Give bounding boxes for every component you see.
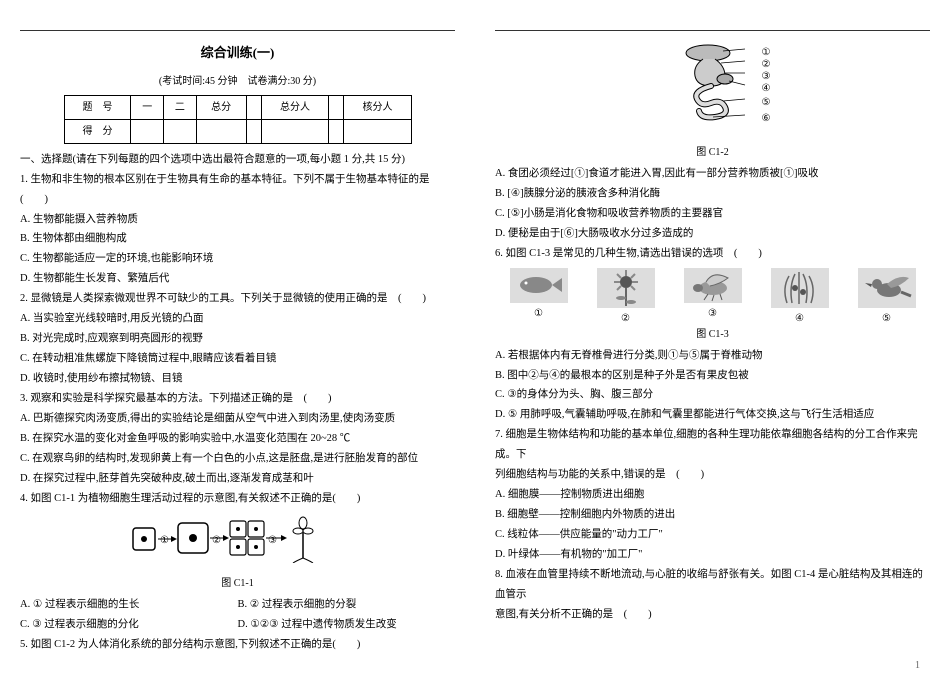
th-scorer: 总分人 bbox=[262, 95, 329, 119]
svg-text:②: ② bbox=[212, 535, 221, 546]
q5-stem: 5. 如图 C1-2 为人体消化系统的部分结构示意图,下列叙述不正确的是( ) bbox=[20, 635, 455, 655]
exam-title: 综合训练(一) bbox=[20, 41, 455, 66]
q1-stem: 1. 生物和非生物的根本区别在于生物具有生命的基本特征。下列不属于生物基本特征的… bbox=[20, 170, 455, 210]
q1-B: B. 生物体都由细胞构成 bbox=[20, 229, 455, 249]
page-number: 1 bbox=[915, 656, 920, 675]
td-score: 得 分 bbox=[64, 119, 131, 143]
q7-stem-b: 列细胞结构与功能的关系中,错误的是 ( ) bbox=[495, 465, 930, 485]
figure-c1-3-label: 图 C1-3 bbox=[495, 325, 930, 344]
q6-stem: 6. 如图 C1-3 是常见的几种生物,请选出错误的选项 ( ) bbox=[495, 244, 930, 264]
org-num-3: ③ bbox=[708, 304, 717, 323]
q1-C: C. 生物都能适应一定的环境,也能影响环境 bbox=[20, 249, 455, 269]
section-1-heading: 一、选择题(请在下列每题的四个选项中选出最符合题意的一项,每小题 1 分,共 1… bbox=[20, 150, 455, 170]
figure-c1-2-label: 图 C1-2 bbox=[495, 143, 930, 162]
figure-c1-3: ① ② ③ ④ bbox=[495, 268, 930, 323]
th-2: 二 bbox=[164, 95, 197, 119]
q8-stem-a: 8. 血液在血管里持续不断地流动,与心脏的收缩与舒张有关。如图 C1-4 是心脏… bbox=[495, 565, 930, 605]
th-num: 题 号 bbox=[64, 95, 131, 119]
org-num-1: ① bbox=[534, 304, 543, 323]
q8-stem-b: 意图,有关分析不正确的是 ( ) bbox=[495, 605, 930, 625]
q2-stem: 2. 显微镜是人类探索微观世界不可缺少的工具。下列关于显微镜的使用正确的是 ( … bbox=[20, 289, 455, 309]
figure-c1-1: ① ② ③ bbox=[20, 513, 455, 571]
svg-text:③: ③ bbox=[268, 535, 277, 546]
figure-c1-2: ① ② ③ ④ ⑤ ⑥ bbox=[495, 41, 930, 139]
q4-C: C. ③ 过程表示细胞的分化 bbox=[20, 615, 238, 635]
th-checker: 核分人 bbox=[344, 95, 411, 119]
q3-D: D. 在探究过程中,胚芽首先突破种皮,破土而出,逐渐发育成茎和叶 bbox=[20, 469, 455, 489]
q5-A: A. 食团必须经过[①]食道才能进入胃,因此有一部分营养物质被[①]吸收 bbox=[495, 164, 930, 184]
svg-text:①: ① bbox=[160, 535, 169, 546]
th-blank1 bbox=[246, 95, 261, 119]
q7-A: A. 细胞膜——控制物质进出细胞 bbox=[495, 485, 930, 505]
q2-D: D. 收镜时,使用纱布擦拭物镜、目镜 bbox=[20, 369, 455, 389]
q6-D: D. ⑤ 用肺呼吸,气囊辅助呼吸,在肺和气囊里都能进行气体交换,这与飞行生活相适… bbox=[495, 405, 930, 425]
q7-stem-a: 7. 细胞是生物体结构和功能的基本单位,细胞的各种生理功能依靠细胞各结构的分工合… bbox=[495, 425, 930, 465]
q7-D: D. 叶绿体——有机物的"加工厂" bbox=[495, 545, 930, 565]
figure-c1-1-label: 图 C1-1 bbox=[20, 574, 455, 593]
q7-C: C. 线粒体——供应能量的"动力工厂" bbox=[495, 525, 930, 545]
th-1: 一 bbox=[131, 95, 164, 119]
q4-A: A. ① 过程表示细胞的生长 bbox=[20, 595, 238, 615]
org-num-5: ⑤ bbox=[882, 309, 891, 328]
organism-5-bird bbox=[858, 268, 916, 308]
q2-A: A. 当实验室光线较暗时,用反光镜的凸面 bbox=[20, 309, 455, 329]
org-num-2: ② bbox=[621, 309, 630, 328]
q4-stem: 4. 如图 C1-1 为植物细胞生理活动过程的示意图,有关叙述不正确的是( ) bbox=[20, 489, 455, 509]
q2-B: B. 对光完成时,应观察到明亮圆形的视野 bbox=[20, 329, 455, 349]
d-label-6: ⑥ bbox=[762, 109, 771, 128]
org-num-4: ④ bbox=[795, 309, 804, 328]
q6-A: A. 若根据体内有无脊椎骨进行分类,则①与⑤属于脊椎动物 bbox=[495, 346, 930, 366]
q5-B: B. [④]胰腺分泌的胰液含多种消化酶 bbox=[495, 184, 930, 204]
organism-1-fish bbox=[510, 268, 568, 303]
q2-C: C. 在转动粗准焦螺旋下降镜筒过程中,眼睛应该看着目镜 bbox=[20, 349, 455, 369]
q7-B: B. 细胞壁——控制细胞内外物质的进出 bbox=[495, 505, 930, 525]
q6-B: B. 图中②与④的最根本的区别是种子外是否有果皮包被 bbox=[495, 366, 930, 386]
q3-stem: 3. 观察和实验是科学探究最基本的方法。下列描述正确的是 ( ) bbox=[20, 389, 455, 409]
exam-subtitle: (考试时间:45 分钟 试卷满分:30 分) bbox=[20, 72, 455, 91]
organism-2-sunflower bbox=[597, 268, 655, 308]
q4-D: D. ①②③ 过程中遗传物质发生改变 bbox=[238, 615, 456, 635]
score-table: 题 号 一 二 总分 总分人 核分人 得 分 bbox=[64, 95, 412, 144]
q1-D: D. 生物都能生长发育、繁殖后代 bbox=[20, 269, 455, 289]
q6-C: C. ③的身体分为头、胸、腹三部分 bbox=[495, 385, 930, 405]
organism-3-insect bbox=[684, 268, 742, 303]
q4-B: B. ② 过程表示细胞的分裂 bbox=[238, 595, 456, 615]
q3-A: A. 巴斯德探究肉汤变质,得出的实验结论是细菌从空气中进入到肉汤里,使肉汤变质 bbox=[20, 409, 455, 429]
q5-D: D. 便秘是由于[⑥]大肠吸收水分过多造成的 bbox=[495, 224, 930, 244]
q5-C: C. [⑤]小肠是消化食物和吸收营养物质的主要器官 bbox=[495, 204, 930, 224]
q3-C: C. 在观察鸟卵的结构时,发现卵黄上有一个白色的小点,这是胚盘,是进行胚胎发育的… bbox=[20, 449, 455, 469]
q3-B: B. 在探究水温的变化对金鱼呼吸的影响实验中,水温变化范围在 20~28 ℃ bbox=[20, 429, 455, 449]
th-total: 总分 bbox=[196, 95, 246, 119]
th-blank2 bbox=[328, 95, 343, 119]
q1-A: A. 生物都能摄入营养物质 bbox=[20, 210, 455, 230]
organism-4-pine bbox=[771, 268, 829, 308]
